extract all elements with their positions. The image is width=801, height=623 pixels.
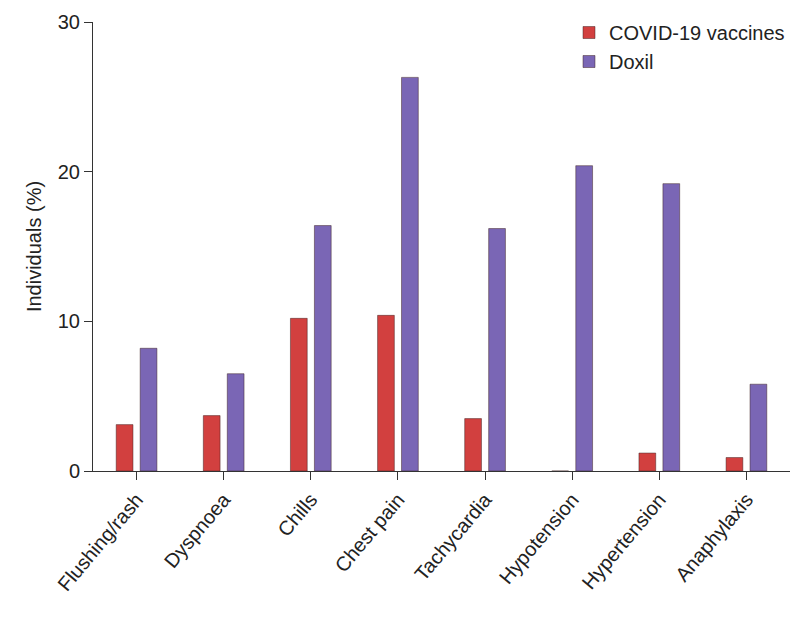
svg-text:Hypertension: Hypertension [577, 489, 670, 593]
svg-text:Chills: Chills [273, 489, 321, 541]
svg-text:COVID-19 vaccines: COVID-19 vaccines [609, 22, 785, 44]
svg-text:Tachycardia: Tachycardia [410, 488, 496, 585]
svg-text:30: 30 [58, 11, 80, 33]
svg-text:20: 20 [58, 161, 80, 183]
svg-text:Hypotension: Hypotension [495, 489, 583, 588]
svg-text:Chest pain: Chest pain [330, 489, 408, 576]
svg-text:Anaphylaxis: Anaphylaxis [671, 489, 757, 586]
svg-text:Dyspnoea: Dyspnoea [160, 488, 235, 572]
svg-text:Flushing/rash: Flushing/rash [53, 489, 147, 595]
svg-text:0: 0 [69, 460, 80, 482]
svg-text:Individuals (%): Individuals (%) [23, 181, 45, 312]
svg-text:10: 10 [58, 310, 80, 332]
svg-text:Doxil: Doxil [609, 51, 653, 73]
